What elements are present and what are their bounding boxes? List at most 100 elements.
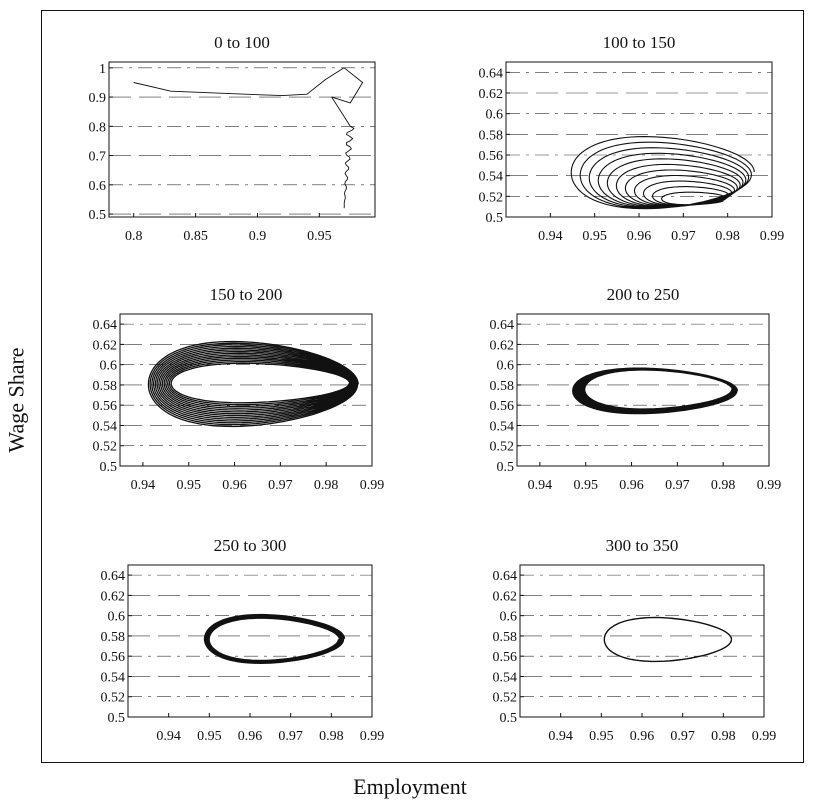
x-tick-label: 0.98 [715,229,740,244]
panel-title: 200 to 250 [607,285,680,304]
x-tick-label: 0.97 [670,729,695,744]
y-tick-label: 0.62 [490,338,515,353]
trajectory-line [572,367,739,415]
x-tick-label: 0.94 [156,729,181,744]
panel-title: 0 to 100 [214,33,270,52]
x-tick-label: 0.96 [627,229,652,244]
x-tick-label: 0.95 [197,729,222,744]
y-tick-label: 0.6 [486,108,504,123]
y-tick-label: 0.58 [93,379,118,394]
y-tick-label: 0.64 [93,318,118,333]
x-tick-label: 0.97 [665,478,690,493]
y-tick-label: 0.54 [493,670,518,685]
x-tick-label: 0.99 [360,729,385,744]
x-tick-label: 0.99 [360,478,385,493]
y-tick-label: 0.56 [479,149,504,164]
y-tick-label: 0.5 [500,711,518,726]
y-tick-label: 1 [99,62,106,77]
y-tick-label: 0.5 [497,460,515,475]
y-tick-label: 0.6 [497,359,515,374]
panel-title: 250 to 300 [214,536,287,555]
y-tick-label: 0.6 [100,359,118,374]
plot-area [108,61,376,218]
x-tick-label: 0.96 [619,478,644,493]
y-tick-label: 0.62 [93,338,118,353]
y-tick-label: 0.58 [101,630,126,645]
y-tick-label: 0.62 [493,589,518,604]
chart-panel-3: 150 to 200 0.5 0.52 0.54 0.56 0.58 0.6 0.62 0.64… [93,285,385,493]
panel-title: 100 to 150 [603,33,676,52]
x-tick-label: 0.95 [176,478,201,493]
trajectory-line [203,613,346,664]
x-tick-label: 0.94 [538,229,563,244]
x-tick-label: 0.95 [573,478,598,493]
y-tick-label: 0.56 [101,650,126,665]
y-tick-label: 0.6 [89,179,107,194]
x-tick-label: 0.98 [319,729,344,744]
plot-area [519,564,765,718]
y-tick-label: 0.5 [486,211,504,226]
chart-panel-4: 200 to 250 0.5 0.52 0.54 0.56 0.58 0.6 0.62 0.64… [490,285,782,493]
y-tick-label: 0.5 [108,711,126,726]
chart-panel-6: 300 to 350 0.5 0.52 0.54 0.56 0.58 0.6 0.62 0.64… [493,536,777,744]
x-tick-label: 0.98 [711,729,736,744]
figure-frame [41,10,804,763]
trajectory-line [147,340,359,428]
x-tick-label: 0.99 [760,229,785,244]
x-tick-label: 0.97 [278,729,303,744]
plot-area [119,313,373,467]
y-tick-label: 0.54 [479,170,504,185]
y-tick-label: 0.62 [479,87,504,102]
x-tick-label: 0.99 [752,729,777,744]
x-tick-label: 0.95 [582,229,607,244]
y-tick-label: 0.56 [490,399,515,414]
chart-panel-1: 0 to 100 0.5 0.6 0.7 0.8 0.9 1 0.8 0.85 0.9 0.95 [89,33,376,244]
y-tick-label: 0.58 [479,128,504,143]
panel-title: 150 to 200 [210,285,283,304]
y-tick-label: 0.64 [493,569,518,584]
y-tick-label: 0.56 [493,650,518,665]
plot-area [127,564,373,718]
y-tick-label: 0.52 [101,691,126,706]
y-tick-label: 0.58 [493,630,518,645]
plot-area [516,313,770,467]
y-tick-label: 0.6 [108,610,126,625]
chart-panel-2: 100 to 150 0.5 0.52 0.54 0.56 0.58 0.6 0.62 0.64… [479,33,785,244]
y-tick-label: 0.52 [490,440,515,455]
y-tick-label: 0.5 [89,208,107,223]
x-tick-label: 0.99 [757,478,782,493]
y-tick-label: 0.56 [93,399,118,414]
x-tick-label: 0.98 [711,478,736,493]
x-tick-label: 0.97 [268,478,293,493]
x-tick-label: 0.96 [238,729,263,744]
y-tick-label: 0.58 [490,379,515,394]
y-tick-label: 0.54 [101,670,126,685]
y-tick-label: 0.9 [89,91,107,106]
x-tick-label: 0.96 [222,478,247,493]
x-tick-label: 0.9 [249,229,267,244]
y-tick-label: 0.62 [101,589,126,604]
x-tick-label: 0.94 [528,478,553,493]
y-tick-label: 0.64 [490,318,515,333]
x-tick-label: 0.97 [671,229,696,244]
y-tick-label: 0.64 [101,569,126,584]
chart-panel-5: 250 to 300 0.5 0.52 0.54 0.56 0.58 0.6 0.62 0.64… [101,536,385,744]
x-axis-label: Employment [353,774,467,799]
y-tick-label: 0.52 [479,190,504,205]
y-tick-label: 0.6 [500,610,518,625]
y-tick-label: 0.8 [89,120,107,135]
x-tick-label: 0.94 [131,478,156,493]
trajectory-line [603,616,733,663]
y-tick-label: 0.54 [93,419,118,434]
y-tick-label: 0.54 [490,419,515,434]
x-tick-label: 0.85 [183,229,208,244]
x-tick-label: 0.95 [307,229,332,244]
y-tick-label: 0.7 [89,150,107,165]
y-tick-label: 0.52 [493,691,518,706]
trajectory-line [570,136,755,210]
x-tick-label: 0.96 [630,729,655,744]
y-tick-label: 0.52 [93,440,118,455]
trajectory-line [133,67,364,209]
x-tick-label: 0.98 [314,478,339,493]
